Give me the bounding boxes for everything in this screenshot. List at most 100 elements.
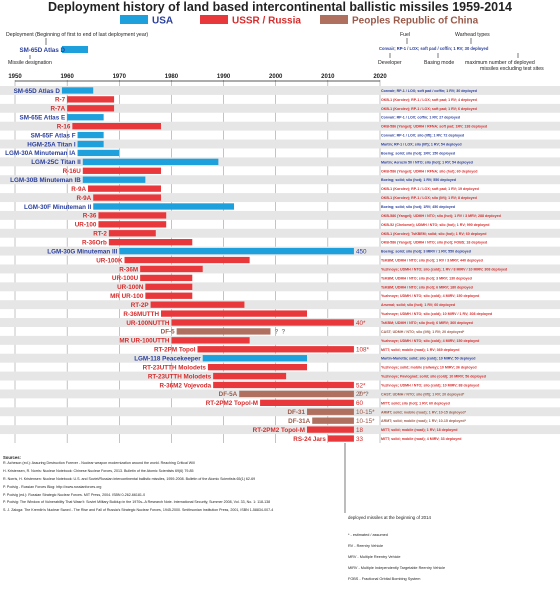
deployment-bar	[202, 355, 307, 362]
deployed-count-label: 52*	[356, 382, 366, 389]
missile-description: TsKBM; UDMH / NTO; silo (hot); 1 RV / 3 …	[381, 259, 483, 263]
missile-row: DF-31 10-15* ARMT; solid; mobile (road); 1…	[0, 407, 560, 417]
missile-name-label: DF-5A	[219, 391, 238, 398]
example-description: Convair; RP-1 / LOX; soft pad / coffin; …	[379, 46, 489, 51]
missile-name-label: R-16	[57, 123, 71, 130]
missile-description: Boeing; solid; silo (hot); 1 RV; 550 dep…	[381, 178, 456, 182]
missile-row: DF-31A 10-15* ARMT; solid; mobile (road); …	[288, 417, 467, 425]
missile-description: CAST; UDMH / NTO; silo (lift); 1 RV; 20 …	[381, 330, 465, 334]
missile-row: DF-5A? ?20* CAST; UDMH / NTO; silo (lift);…	[0, 389, 560, 399]
missile-description: Convair; RP-1 / LOX; coffin; 1 RV; 27 de…	[381, 116, 460, 120]
glossary-block: * - estimated / assumed RV - Reentry Veh…	[348, 533, 558, 588]
missile-name-label: RT-2PM Topol	[154, 347, 196, 354]
missile-description: Convair; RP-1 / LOX; silo (lift); 1 RV; …	[381, 134, 464, 138]
missile-description: ARMT; solid; mobile (road); 1 RV; 10-15 …	[381, 419, 467, 423]
deployment-bar	[307, 426, 354, 433]
missile-row: RT-23UTTH Molodets Yuzhnoye; Pavlograd; s…	[0, 371, 560, 381]
source-entry: S. J. Zaloga: The Kremlin's Nuclear Swor…	[3, 508, 274, 513]
deployment-bar	[124, 256, 250, 264]
max-deployed-note: maximum number of deployed missiles exclu…	[465, 60, 544, 72]
deployed-count-label: 10-15*	[356, 418, 375, 425]
deployed-count-label: 10-15*	[356, 409, 375, 416]
deployment-bar	[93, 203, 234, 210]
missile-row: RT-2PM2 Topol-M 60 MITT; solid; silo (hot)…	[206, 399, 450, 407]
uncertainty-mark: ?	[358, 391, 362, 398]
glossary-entry: MIRV - Multiple Independently Targetable…	[348, 566, 446, 570]
deployment-bar	[171, 337, 250, 344]
missile-row: UR-100N TsKBM; UDMH / NTO; silo (hot); 6 …	[0, 282, 560, 292]
missile-row: R-9A OKB-1 (Korolev); RP-1 / LOX; silo (l…	[0, 193, 560, 203]
missile-description: CAST; UDMH / NTO; silo (lift); 1 RV; 20 …	[381, 392, 465, 396]
basing-note: Basing mode	[424, 60, 454, 66]
missile-row: UR-100 OKB-52 (Chelomei); UDMH / NTO; sil…	[75, 221, 490, 229]
x-tick-label: 1990	[217, 74, 231, 80]
missile-description: OKB-586 (Yangel); UDMH / RFNA; silo (hot…	[381, 169, 477, 173]
chart-title: Deployment history of land based interco…	[48, 0, 512, 14]
missile-row: RT-2 OKB-1 (Korolev); TsKBEM; solid; silo…	[0, 228, 560, 238]
deployment-bar	[67, 114, 104, 121]
deployment-bar	[72, 123, 161, 130]
row-band	[0, 264, 560, 274]
missile-row: RT-2PM Topol 108* MITT; solid; mobile (roa…	[154, 346, 459, 354]
deployment-bar	[171, 319, 354, 326]
row-band	[0, 282, 560, 292]
missile-row: R-7A OKB-1 (Korolev); RP-1 / LOX; soft pa…	[0, 103, 560, 113]
missile-name-label: LGM-30F Minuteman II	[24, 204, 91, 211]
deployment-bar	[312, 417, 354, 424]
deployment-note: Deployment (Beginning of first to end of…	[6, 32, 148, 38]
missile-name-label: R-9A	[77, 195, 92, 202]
deployment-bar	[140, 265, 203, 273]
deployed-count-label: 18	[356, 427, 364, 434]
deployment-bar	[93, 194, 161, 201]
uncertainty-mark: ?	[282, 329, 286, 336]
missile-description: OKB-1 (Korolev); TsKBEM; solid; silo (ho…	[381, 232, 487, 236]
missile-name-label: MR UR-100UTTH	[119, 338, 169, 345]
deployed-count-label: 108*	[356, 347, 370, 354]
missile-row: DF-5?? CAST; UDMH / NTO; silo (lift); 1 R…	[161, 328, 465, 336]
missile-description: Martin; Aerozin 50 / NTO; silo (hot); 1 …	[381, 160, 473, 164]
deployment-bar	[161, 310, 307, 317]
missile-description: Yuzhnoye; UDMH / NTO; silo (cold); 10 MI…	[381, 312, 492, 316]
missile-row: R-16 OKB-586 (Yangel); UDMH / RFNA; soft …	[0, 121, 560, 131]
deployment-bar	[213, 372, 287, 380]
explanation-key: Deployment (Beginning of first to end of…	[6, 32, 544, 72]
glossary-entry: FOBS - Fractional Orbital Bombing System	[348, 577, 421, 581]
legend-swatch-china	[320, 15, 348, 24]
missile-description: OKB-586 (Yangel); UDMH / RFNA; soft pad;…	[381, 125, 487, 129]
missile-name-label: RT-2	[93, 231, 107, 238]
missile-rows: SM-65D Atlas D Convair; RP-1 / LOX; soft …	[0, 86, 560, 513]
missile-description: ARMT; solid; mobile (road); 1 RV; 10-15 …	[381, 410, 467, 414]
missile-name-label: UR-100	[75, 222, 97, 229]
missile-name-label: UR-100U	[112, 275, 139, 282]
missile-row: LGM-30F Minuteman II Boeing; solid; silo …	[24, 203, 455, 211]
deployed-count-label: 450	[356, 248, 367, 255]
missile-description: Boeing; solid; silo (hot); 1RV; 150 depl…	[381, 151, 455, 155]
missile-name-label: SM-65F Atlas F	[31, 132, 76, 139]
deployment-bar	[140, 274, 193, 282]
deployment-bar	[77, 149, 120, 157]
deployment-bar	[108, 230, 156, 237]
deployment-bar	[98, 221, 167, 228]
source-entry: R. Acheson (ed.): Assuring Destruction F…	[3, 461, 195, 466]
glossary-entry: RV - Reentry Vehicle	[348, 544, 384, 548]
missile-name-label: LGM-118 Peacekeeper	[134, 356, 201, 363]
missile-row: LGM-25C Titan II Martin; Aerozin 50 / NTO…	[0, 157, 560, 167]
deployed-count-label: 20*	[356, 391, 366, 398]
deployment-bar	[98, 212, 167, 219]
missile-description: OKB-1 (Korolev); RP-1 / LOX; soft pad; 1…	[381, 98, 477, 102]
row-band	[0, 157, 560, 167]
missile-description: Yuzhnoye; solid; mobile (railway); 10 MI…	[381, 366, 477, 370]
missile-name-label: UR-100K	[96, 257, 123, 264]
missile-description: Arsenal; solid; silo (hot); 1 RV; 60 dep…	[381, 303, 455, 307]
deployment-bar	[67, 105, 115, 112]
sources-block: Sources: R. Acheson (ed.): Assuring Dest…	[3, 455, 279, 516]
missile-name-label: SM-65D Atlas D	[14, 88, 61, 95]
deployment-bar	[67, 96, 115, 103]
missile-description: Boeing; solid; silo (hot); 3 MIRV / 1 RV…	[381, 250, 471, 254]
developer-note: Developer	[378, 60, 402, 66]
deployment-bar	[145, 292, 193, 299]
deployment-bar	[77, 140, 104, 148]
missile-description: Martin; RP-1 / LOX; silo (lift); 1 RV; 5…	[381, 143, 462, 147]
missile-description: Yuzhnoye; UDMH / NTO; silo (cold); 1 RV …	[381, 267, 507, 271]
example-bar	[61, 46, 88, 53]
